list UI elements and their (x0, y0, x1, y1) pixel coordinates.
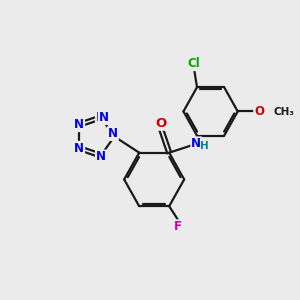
Text: O: O (254, 105, 264, 118)
Text: N: N (74, 118, 84, 131)
Text: N: N (99, 111, 109, 124)
Text: N: N (96, 111, 106, 124)
Text: O: O (155, 117, 166, 130)
Text: CH₃: CH₃ (273, 107, 294, 117)
Text: N: N (191, 137, 201, 150)
Text: F: F (174, 220, 182, 233)
Text: N: N (96, 151, 106, 164)
Text: Cl: Cl (188, 57, 200, 70)
Text: N: N (74, 142, 84, 155)
Text: N: N (108, 127, 118, 140)
Text: H: H (200, 141, 209, 151)
